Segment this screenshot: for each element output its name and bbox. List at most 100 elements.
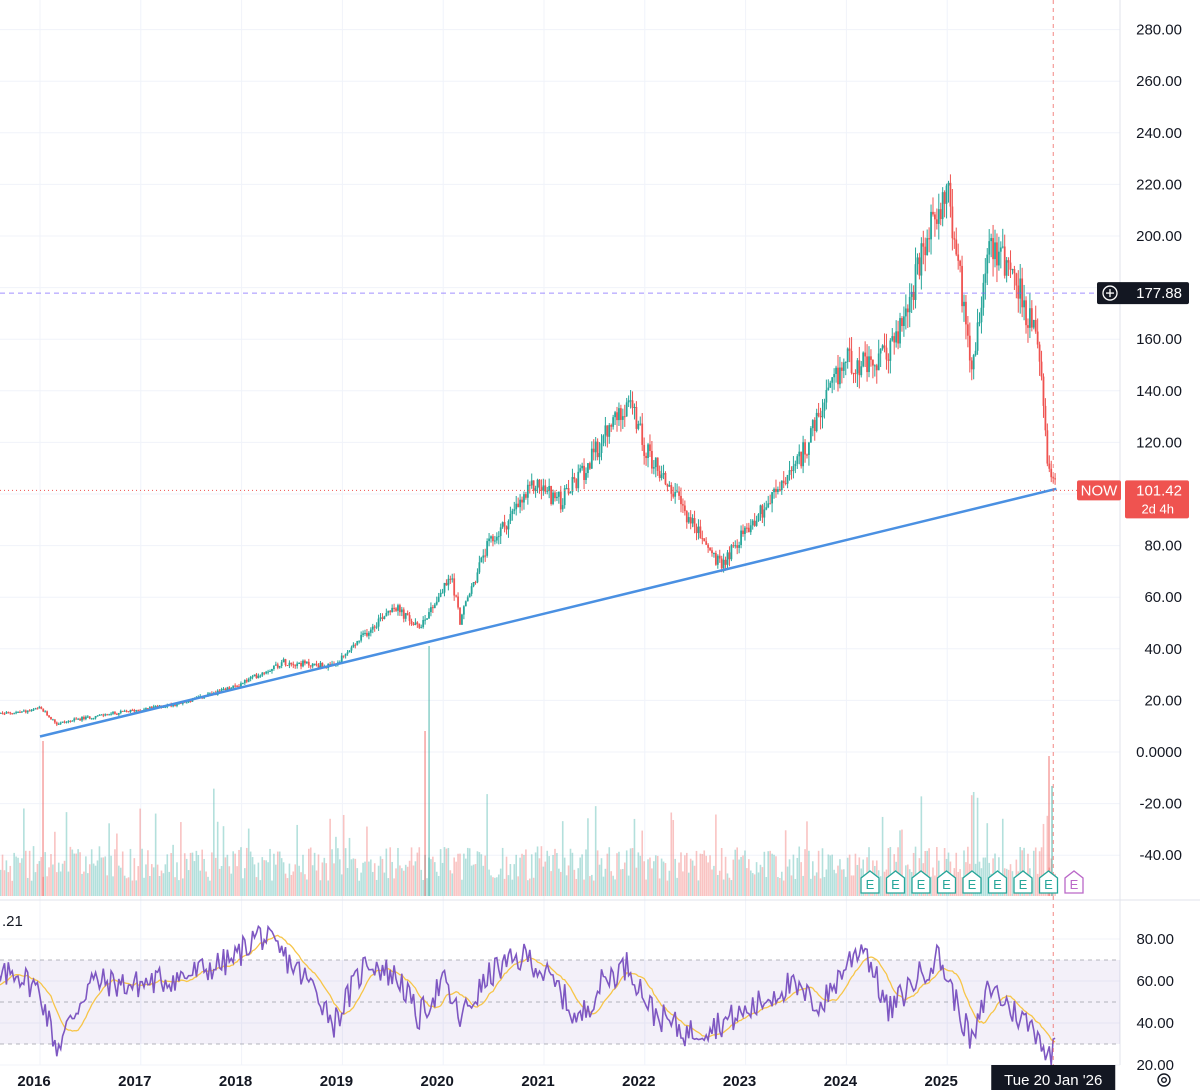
candle-body [367,632,370,636]
volume-bar [742,855,744,896]
volume-bar [571,852,574,896]
candle-body [395,608,397,611]
volume-bar [123,875,126,896]
candle-body [42,708,45,712]
volume-bar [162,873,165,896]
volume-bar [709,855,711,896]
volume-bar [211,852,213,896]
volume-bar [610,871,612,896]
volume-bar [827,854,830,896]
gear-icon[interactable] [1157,1073,1171,1087]
candle-body [443,582,446,593]
candle-body [383,616,386,619]
volume-bar [414,861,417,896]
candle-body [618,408,620,421]
volume-bar [804,849,806,896]
volume-bar [426,878,428,896]
volume-bar [821,848,824,896]
candle-body [792,466,795,471]
volume-bar [137,866,140,896]
volume-bar [546,850,549,896]
candle-body [1050,468,1053,478]
candle-body [187,700,190,703]
candle-body [1009,262,1012,270]
volume-bar [625,850,628,896]
candle-body [77,718,80,720]
candle-body [552,492,554,504]
candle-body [71,720,74,722]
candle-body [804,442,806,455]
candle-body [410,620,413,625]
candle-body [840,367,843,371]
candle-body [94,716,97,719]
candle-body [441,592,444,594]
volume-bar [83,871,85,896]
volume-bar [905,865,907,896]
candle-body [660,474,663,479]
volume-bar [141,848,143,896]
volume-bar [441,862,444,896]
candle-body [110,713,112,715]
candle-body [959,260,962,266]
annotation-lines[interactable] [0,0,1120,1065]
volume-bar [329,818,331,896]
candle-body [647,444,649,459]
candle-body [493,540,496,542]
candle-body [577,471,580,489]
candle-body [629,400,632,402]
candle-body [1019,278,1022,299]
volume-bar [216,821,219,896]
candle-body [503,522,506,527]
volume-bar [509,863,512,896]
volume-bar [81,873,83,896]
candle-body [416,622,419,624]
volume-bar [85,856,87,896]
candle-body [530,480,533,486]
volume-bar [267,862,269,896]
volume-bar [102,857,105,896]
volume-bar [488,869,490,896]
candle-body [17,711,19,713]
volume-bar [11,880,14,896]
volume-bar [608,847,611,896]
candle-body [790,470,793,472]
candle-body [850,350,853,373]
candle-body [538,479,541,488]
candle-body [385,612,388,617]
volume-bar [1007,869,1010,896]
volume-bar [936,847,938,896]
candle-body [903,316,905,327]
candle-body [860,366,863,376]
volume-bar [507,875,510,896]
volume-bar [784,830,787,896]
volume-bar [812,861,814,896]
volume-bar [823,877,826,896]
candle-body [879,348,882,354]
volume-bar [87,873,89,896]
volume-bar [79,852,81,896]
candle-body [366,632,368,636]
volume-bar [765,876,768,896]
volume-bar [738,859,740,896]
candle-body [19,711,21,713]
candle-body [953,238,956,240]
candle-body [521,499,523,503]
candle-body [38,706,41,709]
volume-bar [183,853,186,896]
candle-body [703,538,706,542]
candle-body [744,527,746,535]
volume-bar [802,875,804,896]
candle-body [100,714,103,716]
volume-bar [561,821,564,896]
candle-body [346,652,349,654]
candle-body [778,489,781,491]
candle-body [433,604,436,609]
candle-body [757,514,760,521]
candle-body [897,331,899,344]
candle-body [724,559,727,565]
volume-bar [850,875,853,896]
candle-body [676,491,679,493]
earnings-marker [962,870,982,894]
